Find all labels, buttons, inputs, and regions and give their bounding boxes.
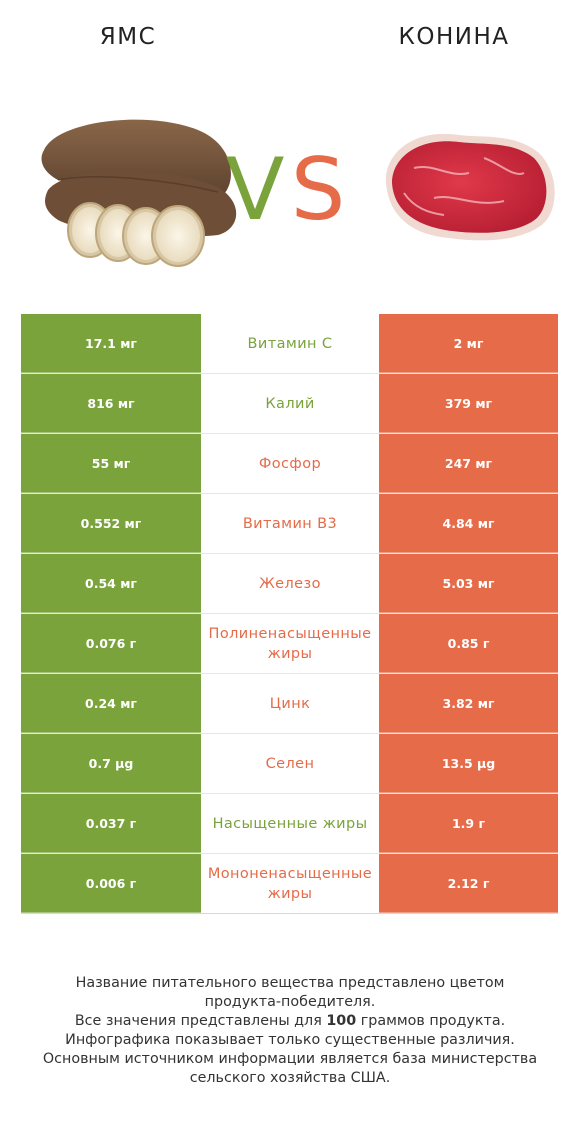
footnote-line: Инфографика показывает только существенн… — [65, 1032, 515, 1048]
nutrient-name: Селен — [201, 734, 379, 793]
left-value: 55 мг — [21, 434, 201, 493]
horse-meat-image — [385, 133, 555, 241]
left-value: 17.1 мг — [21, 314, 201, 373]
right-value: 3.82 мг — [379, 674, 558, 733]
vs-icon: V S — [226, 143, 346, 233]
footnote-line: Основным источником информации является … — [42, 1051, 538, 1067]
right-value: 13.5 µg — [379, 734, 558, 793]
right-value: 379 мг — [379, 374, 558, 433]
nutrient-name: Мононенасыщенные жиры — [201, 854, 379, 913]
left-value: 0.54 мг — [21, 554, 201, 613]
right-value: 5.03 мг — [379, 554, 558, 613]
footnote-bold: 100 — [326, 1013, 357, 1029]
footnote-line: сельского хозяйства США. — [189, 1070, 391, 1086]
left-value: 0.24 мг — [21, 674, 201, 733]
right-value: 247 мг — [379, 434, 558, 493]
nutrient-name: Витамин B3 — [201, 494, 379, 553]
comparison-table: 17.1 мг Витамин C 2 мг 816 мг Калий 379 … — [21, 314, 558, 914]
left-value: 0.076 г — [21, 614, 201, 673]
nutrient-name: Витамин C — [201, 314, 379, 373]
vs-letter-v: V — [226, 143, 285, 233]
right-value: 2.12 г — [379, 854, 558, 913]
table-row: 55 мг Фосфор 247 мг — [21, 434, 558, 494]
footnote-line: Название питательного вещества представл… — [75, 975, 505, 991]
left-value: 816 мг — [21, 374, 201, 433]
table-row: 0.076 г Полиненасыщенные жиры 0.85 г — [21, 614, 558, 674]
footnote-line: Все значения представлены для 100 граммо… — [20, 1012, 560, 1031]
table-row: 0.552 мг Витамин B3 4.84 мг — [21, 494, 558, 554]
table-row: 17.1 мг Витамин C 2 мг — [21, 314, 558, 374]
right-value: 0.85 г — [379, 614, 558, 673]
right-food-title: КОНИНА — [398, 24, 510, 50]
footnote-text: Все значения представлены для — [74, 1013, 327, 1029]
nutrient-name: Калий — [201, 374, 379, 433]
nutrient-name: Железо — [201, 554, 379, 613]
table-row: 0.24 мг Цинк 3.82 мг — [21, 674, 558, 734]
table-row: 0.7 µg Селен 13.5 µg — [21, 734, 558, 794]
left-value: 0.006 г — [21, 854, 201, 913]
left-food-title: ЯМС — [99, 24, 157, 50]
right-value: 4.84 мг — [379, 494, 558, 553]
footnote-text: граммов продукта. — [356, 1013, 506, 1029]
vs-letter-s: S — [291, 143, 346, 233]
hero-images: V S — [0, 105, 580, 275]
left-value: 0.552 мг — [21, 494, 201, 553]
nutrient-name: Полиненасыщенные жиры — [201, 614, 379, 673]
footnote: Название питательного вещества представл… — [20, 974, 560, 1088]
right-value: 1.9 г — [379, 794, 558, 853]
nutrient-name: Насыщенные жиры — [201, 794, 379, 853]
table-row: 0.037 г Насыщенные жиры 1.9 г — [21, 794, 558, 854]
table-row: 0.54 мг Железо 5.03 мг — [21, 554, 558, 614]
yam-image — [41, 119, 237, 267]
left-value: 0.037 г — [21, 794, 201, 853]
nutrient-name: Цинк — [201, 674, 379, 733]
left-value: 0.7 µg — [21, 734, 201, 793]
right-value: 2 мг — [379, 314, 558, 373]
table-row: 0.006 г Мононенасыщенные жиры 2.12 г — [21, 854, 558, 914]
table-row: 816 мг Калий 379 мг — [21, 374, 558, 434]
footnote-line: продукта-победителя. — [204, 994, 376, 1010]
nutrient-name: Фосфор — [201, 434, 379, 493]
